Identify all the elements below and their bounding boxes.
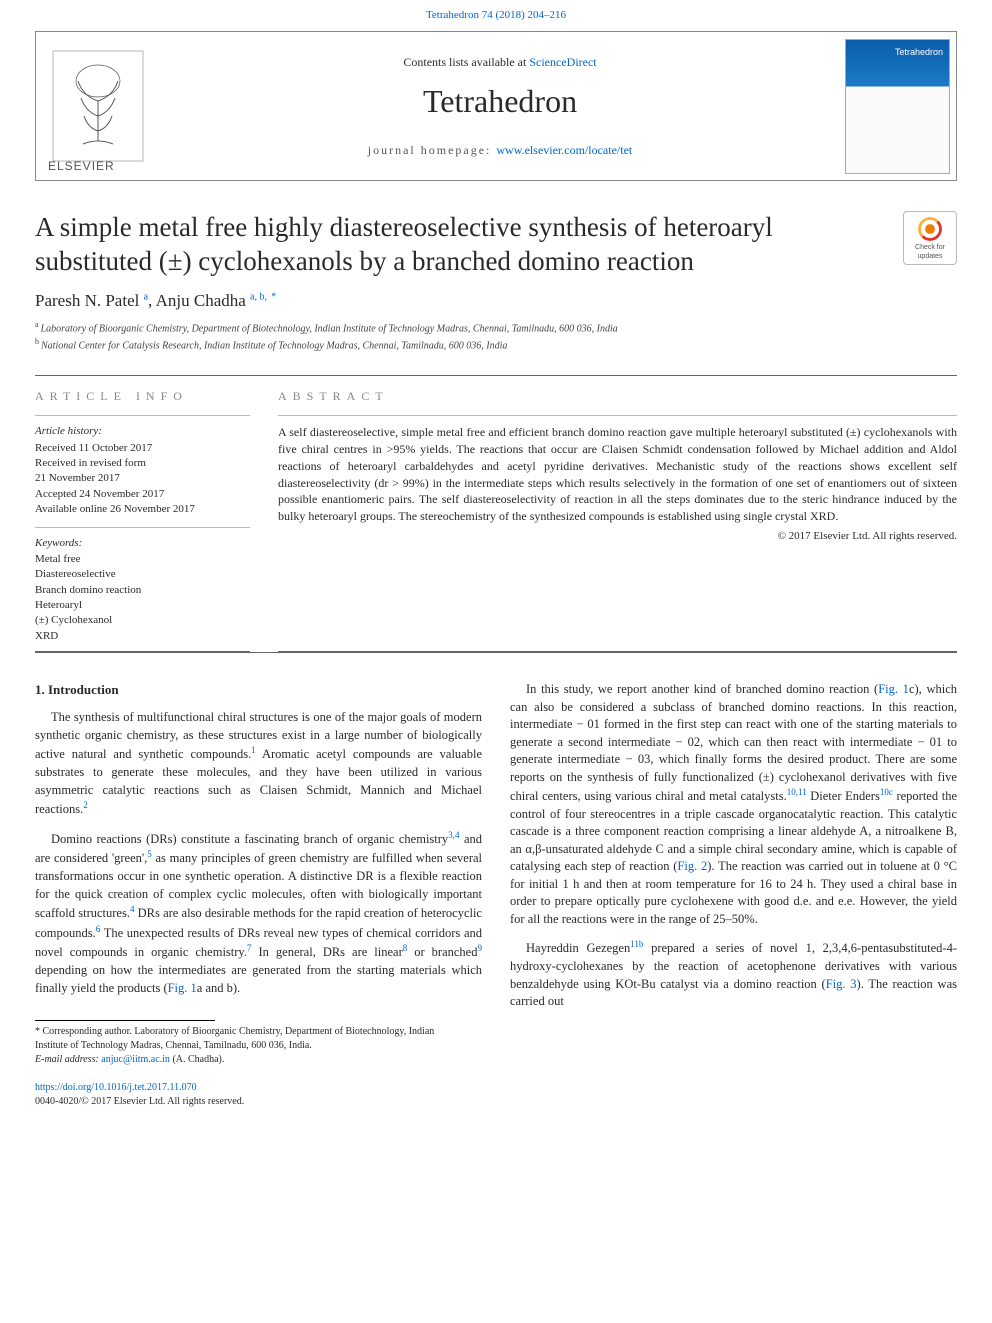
abstract-copyright: © 2017 Elsevier Ltd. All rights reserved…: [278, 529, 957, 544]
p2tail2: a and b).: [197, 981, 240, 995]
aff-marker-a: a: [35, 320, 39, 329]
email-line: E-mail address: anjuc@iitm.ac.in (A. Cha…: [35, 1053, 465, 1067]
p3a: In this study, we report another kind of…: [526, 682, 878, 696]
history-1: Received in revised form: [35, 456, 250, 471]
fig-1c-link[interactable]: Fig. 1: [878, 682, 909, 696]
abstract-heading: ABSTRACT: [278, 388, 957, 405]
doi-link[interactable]: https://doi.org/10.1016/j.tet.2017.11.07…: [35, 1082, 197, 1093]
author-2-aff: a, b,: [250, 291, 267, 302]
abstract-block: ABSTRACT A self diastereoselective, simp…: [278, 388, 957, 644]
cover-label: Tetrahedron: [895, 46, 943, 59]
crossmark-line1: Check for: [915, 243, 945, 253]
contents-line: Contents lists available at ScienceDirec…: [155, 54, 845, 71]
email-tail: (A. Chadha).: [170, 1054, 224, 1065]
footnotes: * Corresponding author. Laboratory of Bi…: [35, 1025, 465, 1067]
p2f: In general, DRs are linear: [252, 946, 403, 960]
banner-center: Contents lists available at ScienceDirec…: [155, 54, 845, 158]
intro-p4: Hayreddin Gezegen11b prepared a series o…: [510, 938, 957, 1010]
body-columns: 1. Introduction The synthesis of multifu…: [35, 681, 957, 1014]
ref-34[interactable]: 3,4: [448, 830, 459, 840]
email-label: E-mail address:: [35, 1054, 101, 1065]
p3b: c), which can also be considered a subcl…: [510, 682, 957, 803]
ref-11b[interactable]: 11b: [630, 939, 643, 949]
affiliation-b: bNational Center for Catalysis Research,…: [35, 336, 957, 353]
aff-marker-b: b: [35, 337, 39, 346]
section-1-heading: 1. Introduction: [35, 681, 482, 699]
journal-homepage: journal homepage: www.elsevier.com/locat…: [155, 142, 845, 159]
intro-p3: In this study, we report another kind of…: [510, 681, 957, 928]
kw-4: (±) Cyclohexanol: [35, 613, 250, 628]
authors-line: Paresh N. Patel a, Anju Chadha a, b, *: [35, 289, 957, 313]
kw-5: XRD: [35, 629, 250, 644]
author-2-corr: *: [271, 291, 276, 302]
issn-copyright: 0040-4020/© 2017 Elsevier Ltd. All right…: [35, 1096, 244, 1107]
p2a: Domino reactions (DRs) constitute a fasc…: [51, 832, 448, 846]
sciencedirect-link[interactable]: ScienceDirect: [529, 55, 596, 69]
p2h: depending on how the intermediates are: [35, 963, 252, 977]
homepage-link[interactable]: www.elsevier.com/locate/tet: [496, 143, 632, 157]
contents-prefix: Contents lists available at: [403, 55, 529, 69]
history-4: Available online 26 November 2017: [35, 502, 250, 517]
kw-3: Heteroaryl: [35, 598, 250, 613]
journal-name: Tetrahedron: [155, 79, 845, 124]
journal-cover-thumbnail: Tetrahedron: [845, 39, 950, 174]
ref-1011[interactable]: 10,11: [787, 787, 807, 797]
fig-1-link[interactable]: Fig. 1: [168, 981, 197, 995]
article-info-block: ARTICLE INFO Article history: Received 1…: [35, 388, 250, 644]
ref-9[interactable]: 9: [478, 943, 483, 953]
aff-text-b: National Center for Catalysis Research, …: [41, 340, 507, 351]
affiliations: aLaboratory of Bioorganic Chemistry, Dep…: [35, 319, 957, 354]
intro-p2: Domino reactions (DRs) constitute a fasc…: [35, 829, 482, 997]
email-link[interactable]: anjuc@iitm.ac.in: [101, 1054, 170, 1065]
fig-3-link[interactable]: Fig. 3: [826, 977, 857, 991]
author-1-name: Paresh N. Patel: [35, 291, 139, 310]
p2g: or branched: [407, 946, 477, 960]
keywords-head: Keywords:: [35, 536, 250, 551]
crossmark-line2: updates: [918, 252, 943, 262]
homepage-prefix: journal homepage:: [368, 143, 497, 157]
history-2: 21 November 2017: [35, 471, 250, 486]
ref-2[interactable]: 2: [83, 800, 88, 810]
publisher-name: ELSEVIER: [48, 158, 115, 175]
article-title: A simple metal free highly diastereosele…: [35, 211, 887, 279]
corresponding-author-note: * Corresponding author. Laboratory of Bi…: [35, 1025, 465, 1053]
affiliation-a: aLaboratory of Bioorganic Chemistry, Dep…: [35, 319, 957, 336]
aff-text-a: Laboratory of Bioorganic Chemistry, Depa…: [41, 323, 618, 334]
journal-banner: ELSEVIER Contents lists available at Sci…: [35, 31, 957, 181]
abstract-text: A self diastereoselective, simple metal …: [278, 424, 957, 525]
p3c: Dieter Enders: [807, 789, 880, 803]
article-history-head: Article history:: [35, 424, 250, 439]
issue-citation-anchor[interactable]: Tetrahedron 74 (2018) 204–216: [426, 9, 566, 21]
history-3: Accepted 24 November 2017: [35, 487, 250, 502]
fig-2-link[interactable]: Fig. 2: [677, 859, 707, 873]
doi-block: https://doi.org/10.1016/j.tet.2017.11.07…: [35, 1081, 957, 1109]
issue-citation-link: Tetrahedron 74 (2018) 204–216: [0, 0, 992, 31]
p4a: Hayreddin Gezegen: [526, 942, 630, 956]
kw-0: Metal free: [35, 552, 250, 567]
author-2-name: Anju Chadha: [156, 291, 246, 310]
kw-2: Branch domino reaction: [35, 583, 250, 598]
history-0: Received 11 October 2017: [35, 441, 250, 456]
intro-p1: The synthesis of multifunctional chiral …: [35, 709, 482, 818]
footnote-separator: [35, 1020, 215, 1021]
article-info-heading: ARTICLE INFO: [35, 388, 250, 405]
publisher-logo: [40, 36, 155, 176]
ref-10c[interactable]: 10c: [880, 787, 893, 797]
crossmark-badge[interactable]: Check for updates: [903, 211, 957, 265]
kw-1: Diastereoselective: [35, 567, 250, 582]
